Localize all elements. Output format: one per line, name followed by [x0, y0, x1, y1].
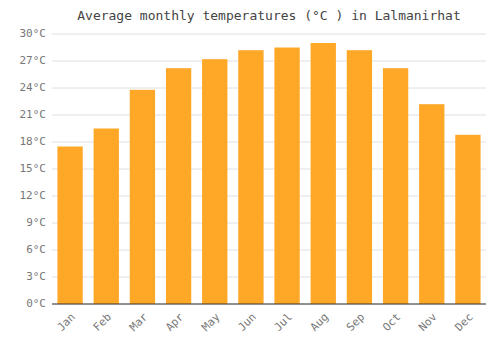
bar: [202, 59, 227, 304]
x-tick-label: Oct: [380, 311, 403, 334]
y-tick-label: 21°C: [20, 108, 47, 121]
x-tick-label: Jul: [272, 311, 295, 334]
x-tick-label: Mar: [127, 310, 151, 334]
bar: [311, 43, 336, 304]
bar: [383, 68, 408, 304]
y-tick-label: 15°C: [20, 162, 47, 175]
y-tick-label: 27°C: [20, 54, 47, 67]
bar: [419, 104, 444, 304]
bar: [347, 50, 372, 304]
x-tick-label: Aug: [308, 311, 331, 334]
x-tick-label: Sep: [344, 311, 367, 334]
x-tick-label: Nov: [416, 310, 440, 334]
bar: [455, 135, 480, 304]
y-tick-label: 18°C: [20, 135, 47, 148]
x-tick-label: Feb: [91, 311, 114, 334]
y-tick-label: 9°C: [26, 216, 46, 229]
bar: [94, 129, 119, 305]
y-tick-label: 24°C: [20, 81, 47, 94]
x-axis-line: [52, 304, 486, 305]
x-tick-label: Jan: [55, 311, 78, 334]
bars: [57, 43, 480, 304]
chart-title: Average monthly temperatures (°C ) in La…: [77, 8, 461, 23]
grid: [52, 34, 486, 304]
x-axis: Jan Feb Mar Apr May Jun Jul Aug Sep Oct Nov Dec: [55, 310, 476, 334]
y-tick-label: 30°C: [20, 27, 47, 40]
y-tick-label: 3°C: [26, 270, 46, 283]
grid-line: [52, 88, 486, 89]
x-tick-label: Dec: [452, 311, 475, 334]
grid-line: [52, 34, 486, 35]
bar: [57, 147, 82, 305]
y-tick-label: 6°C: [26, 243, 46, 256]
x-tick-label: Apr: [163, 310, 187, 334]
grid-line: [52, 61, 486, 62]
chart-container: Average monthly temperatures (°C ) in La…: [0, 0, 500, 350]
bar: [274, 48, 299, 305]
y-tick-label: 0°C: [26, 297, 46, 310]
bar: [166, 68, 191, 304]
chart: Average monthly temperatures (°C ) in La…: [0, 0, 500, 350]
x-tick-label: Jun: [235, 311, 258, 334]
bar: [130, 90, 155, 304]
y-tick-label: 12°C: [20, 189, 47, 202]
bar: [238, 50, 263, 304]
x-tick-label: May: [199, 310, 223, 334]
grid-line: [52, 304, 486, 305]
y-axis: 0°C 3°C 6°C 9°C 12°C 15°C 18°C 21°C 24°C 27°C 30°C: [20, 27, 47, 310]
